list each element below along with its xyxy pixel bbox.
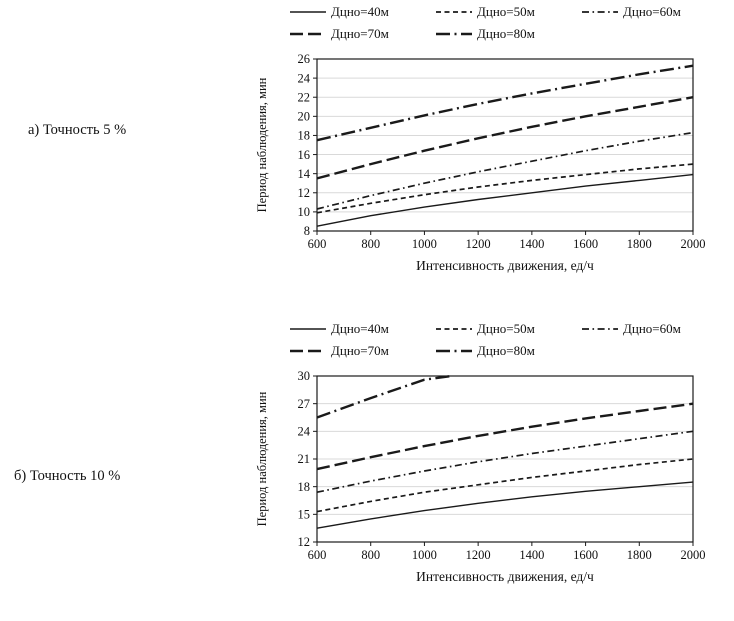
y-tick-label: 27 <box>298 397 311 411</box>
series-line <box>316 430 694 494</box>
legend-label: Дцно=40м <box>331 321 389 336</box>
x-tick-label: 1600 <box>573 548 598 562</box>
legend-b: Дцно=40м Дцно=50м Дцно=60м Дцно=70м Дцно=80м <box>289 321 727 359</box>
x-tick-label: 600 <box>308 548 327 562</box>
chart-panel-b: Дцно=40м Дцно=50м Дцно=60м Дцно=70м Дцно=80м… <box>253 321 727 609</box>
y-tick-label: 16 <box>298 148 311 162</box>
legend-line-sample-icon <box>436 349 472 353</box>
series-line <box>316 481 694 529</box>
y-tick-label: 26 <box>298 52 311 66</box>
legend-label: Дцно=60м <box>623 4 681 19</box>
y-tick-label: 10 <box>298 205 311 219</box>
y-axis-label: Период наблюдения, мин <box>255 77 269 212</box>
legend-line-sample-icon <box>436 11 472 13</box>
legend-label: Дцно=50м <box>477 321 535 336</box>
legend-line-sample-icon <box>290 11 326 13</box>
y-tick-label: 12 <box>298 535 311 549</box>
legend-label: Дцно=70м <box>331 26 389 41</box>
y-tick-label: 24 <box>298 71 311 85</box>
x-tick-label: 1400 <box>519 548 544 562</box>
legend-label: Дцно=70м <box>331 343 389 358</box>
legend-label: Дцно=80м <box>477 343 535 358</box>
legend-label: Дцно=40м <box>331 4 389 19</box>
legend-item: Дцно=50м <box>435 321 581 337</box>
legend-line-sample-icon <box>290 32 326 36</box>
x-tick-label: 1800 <box>627 548 652 562</box>
x-tick-label: 1000 <box>412 237 437 251</box>
y-axis-label: Период наблюдения, мин <box>255 391 269 526</box>
x-axis-label: Интенсивность движения, ед/ч <box>416 569 594 584</box>
legend-a: Дцно=40м Дцно=50м Дцно=60м Дцно=70м Дцно=80м <box>289 4 727 42</box>
legend-item: Дцно=60м <box>581 321 727 337</box>
legend-item: Дцно=40м <box>289 4 435 20</box>
series-line <box>316 131 694 210</box>
x-tick-label: 1200 <box>466 548 491 562</box>
legend-item: Дцно=40м <box>289 321 435 337</box>
x-tick-label: 1800 <box>627 237 652 251</box>
x-axis-label: Интенсивность движения, ед/ч <box>416 258 594 273</box>
series-line <box>316 173 694 227</box>
legend-label: Дцно=60м <box>623 321 681 336</box>
legend-line-sample-icon <box>290 328 326 330</box>
legend-item: Дцно=50м <box>435 4 581 20</box>
panel-label-a: а) Точность 5 % <box>28 122 127 138</box>
series-line <box>316 374 452 419</box>
legend-item: Дцно=60м <box>581 4 727 20</box>
x-tick-label: 1400 <box>519 237 544 251</box>
x-tick-label: 2000 <box>681 237 706 251</box>
x-tick-label: 1600 <box>573 237 598 251</box>
y-tick-label: 14 <box>298 167 311 181</box>
series-line <box>316 458 694 513</box>
series-line <box>316 163 694 214</box>
y-tick-label: 30 <box>298 369 311 383</box>
legend-label: Дцно=80м <box>477 26 535 41</box>
legend-label: Дцно=50м <box>477 4 535 19</box>
x-tick-label: 2000 <box>681 548 706 562</box>
y-tick-label: 21 <box>298 452 311 466</box>
legend-line-sample-icon <box>436 328 472 330</box>
y-tick-label: 12 <box>298 186 311 200</box>
y-tick-label: 18 <box>298 129 311 143</box>
legend-item: Дцно=70м <box>289 26 435 42</box>
plot-frame <box>316 58 694 232</box>
legend-item: Дцно=70м <box>289 343 435 359</box>
legend-item: Дцно=80м <box>435 26 581 42</box>
x-tick-label: 1200 <box>466 237 491 251</box>
chart-panel-a: Дцно=40м Дцно=50м Дцно=60м Дцно=70м Дцно=80м… <box>253 4 727 287</box>
legend-item: Дцно=80м <box>435 343 581 359</box>
x-tick-label: 1000 <box>412 548 437 562</box>
legend-line-sample-icon <box>436 32 472 36</box>
y-tick-label: 15 <box>298 508 311 522</box>
y-tick-label: 22 <box>298 90 311 104</box>
chart-b-plot: 12 15 18 21 24 27 30 600 800 1000 1200 1400 1600 1800… <box>255 369 706 584</box>
chart-a-plot: 8 10 12 14 16 18 20 22 24 26 600 800 1000 1200 1400 160… <box>255 52 706 273</box>
x-tick-label: 800 <box>361 548 380 562</box>
x-tick-label: 600 <box>308 237 327 251</box>
panel-label-b: б) Точность 10 % <box>14 468 121 484</box>
y-tick-label: 20 <box>298 110 311 124</box>
legend-line-sample-icon <box>582 11 618 13</box>
legend-line-sample-icon <box>290 349 326 353</box>
legend-line-sample-icon <box>582 328 618 330</box>
y-tick-label: 8 <box>304 224 310 238</box>
series-line <box>316 96 694 180</box>
series-line <box>316 64 694 142</box>
series-line <box>316 402 694 471</box>
y-tick-label: 24 <box>298 425 311 439</box>
x-tick-label: 800 <box>361 237 380 251</box>
y-tick-label: 18 <box>298 480 311 494</box>
